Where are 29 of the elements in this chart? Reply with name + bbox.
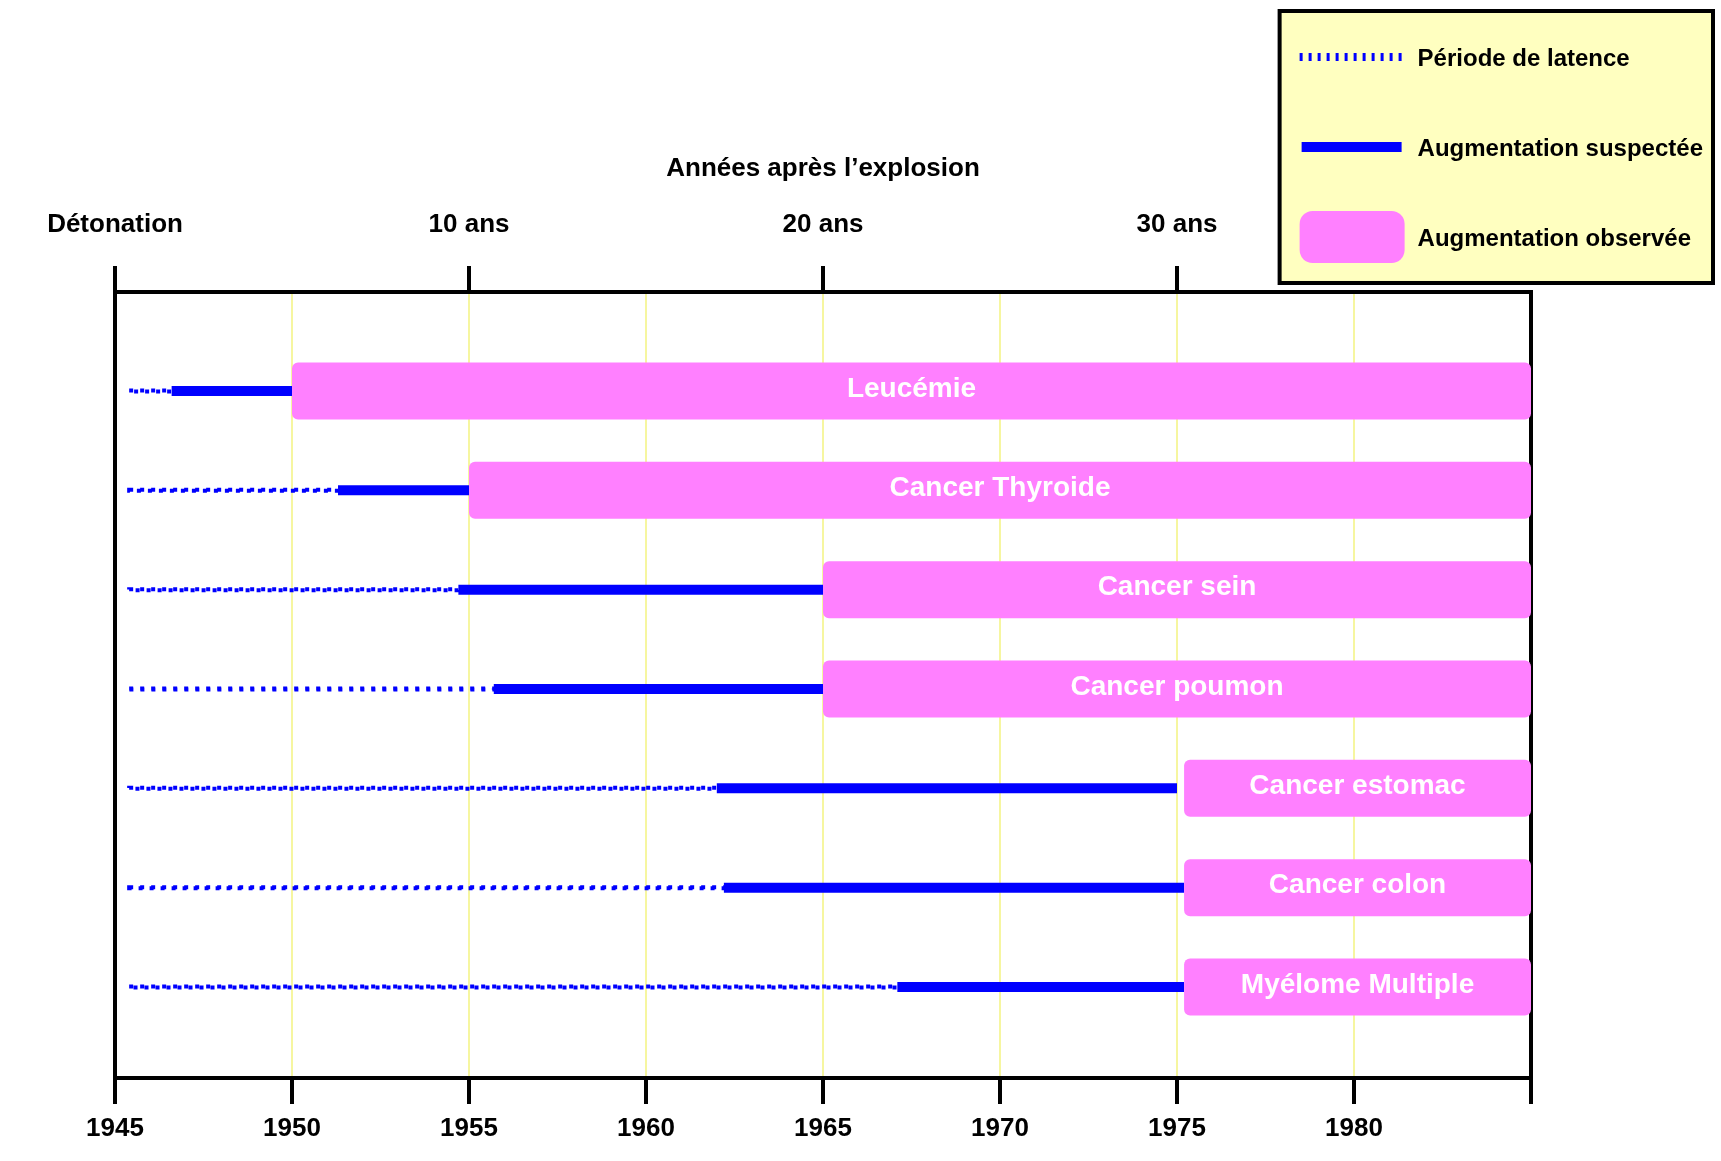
x-tick-label: 1945 [86,1112,144,1142]
x-tick-label: 1955 [440,1112,498,1142]
bar [1184,859,1531,917]
x2-tick-label: 10 ans [428,208,510,238]
legend-label: Augmentation observée [1417,223,1691,251]
y-tick-label: Leucémie [846,371,977,403]
x2-tick-label: 30 ans [1136,208,1218,238]
bar [469,461,1531,519]
x-tick-label: 1965 [794,1112,852,1142]
bar [292,362,1531,420]
legend-label: Période de latence [1417,43,1630,71]
y-tick-label: Cancer poumon [1070,669,1284,701]
y-tick-label: Cancer sein [1097,570,1257,602]
x2-tick-label: 20 ans [782,208,864,238]
bar [1184,759,1531,817]
x-tick-label: 1960 [617,1112,675,1142]
legend-label: Augmentation suspectée [1417,133,1703,161]
bar [823,660,1531,718]
x2-tick-label: Détonation [47,208,183,238]
y-tick-label: Cancer colon [1268,868,1447,900]
bar [823,561,1531,619]
y-tick-label: Cancer estomac [1249,768,1466,800]
y-tick-label: Cancer Thyroide [889,470,1111,502]
x-tick-label: 1980 [1325,1112,1383,1142]
x-tick-label: 1970 [971,1112,1029,1142]
x-tick-label: 1950 [263,1112,321,1142]
y-tick-label: Myélome Multiple [1240,967,1475,999]
x-tick-label: 1975 [1148,1112,1206,1142]
x2-axis-title: Années après l’explosion [666,152,980,182]
